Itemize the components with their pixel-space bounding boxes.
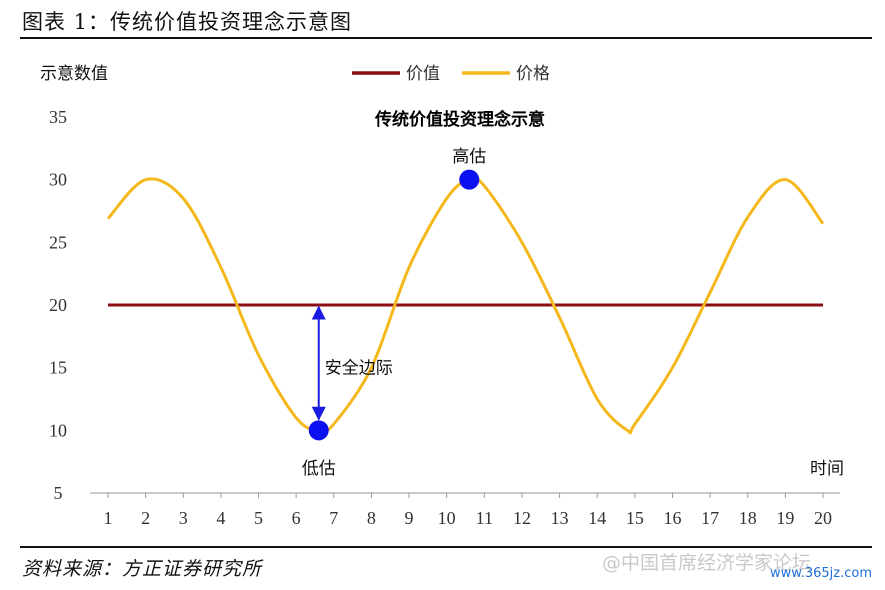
x-tick-label: 14 <box>588 508 606 528</box>
figure-title: 图表 1：传统价值投资理念示意图 <box>22 10 353 34</box>
x-axis-label: 时间 <box>810 459 844 479</box>
overvalued-marker <box>459 169 480 190</box>
bottom-rule <box>20 546 872 548</box>
x-tick-label: 20 <box>814 508 832 528</box>
x-tick-label: 13 <box>551 508 569 528</box>
y-tick-label: 15 <box>49 358 67 378</box>
legend-label-value: 价值 <box>406 64 440 84</box>
x-tick-label: 15 <box>626 508 644 528</box>
y-tick-label: 35 <box>49 107 67 127</box>
price-value-chart: 1 2 3 4 5 6 7 8 9 10 11 12 13 14 15 16 17 18 19 20510152025… <box>40 64 844 528</box>
watermark: @中国首席经济学家论坛 <box>602 552 812 574</box>
watermark-url: www.365jz.com <box>770 566 872 581</box>
legend-label-price: 价格 <box>516 64 550 84</box>
x-tick-label: 8 <box>367 508 376 528</box>
x-tick-label: 18 <box>739 508 757 528</box>
x-tick-label: 16 <box>663 508 681 528</box>
x-tick-label: 4 <box>216 508 225 528</box>
x-tick-label: 10 <box>438 508 456 528</box>
x-tick-label: 11 <box>476 508 493 528</box>
x-tick-label: 12 <box>513 508 531 528</box>
y-tick-label: 25 <box>49 232 67 252</box>
undervalued-label: 低估 <box>302 459 336 479</box>
top-rule <box>20 37 872 39</box>
x-tick-label: 2 <box>141 508 150 528</box>
y-tick-label: 20 <box>49 295 67 315</box>
source-note: 资料来源：方正证券研究所 <box>22 558 263 580</box>
y-tick-label: 10 <box>49 420 67 440</box>
x-tick-label: 17 <box>701 508 719 528</box>
overvalued-label: 高估 <box>452 147 486 167</box>
y-tick-label: 30 <box>49 170 67 190</box>
safety-margin-label: 安全边际 <box>325 359 393 379</box>
x-tick-label: 1 <box>104 508 113 528</box>
x-tick-label: 19 <box>776 508 794 528</box>
x-tick-label: 3 <box>179 508 188 528</box>
x-tick-label: 7 <box>329 508 338 528</box>
y-tick-label: 5 <box>54 483 63 503</box>
undervalued-marker <box>308 420 329 441</box>
x-tick-label: 5 <box>254 508 263 528</box>
x-tick-label: 9 <box>405 508 414 528</box>
y-axis-label: 示意数值 <box>40 64 108 84</box>
chart-title: 传统价值投资理念示意 <box>374 109 545 130</box>
x-tick-label: 6 <box>292 508 301 528</box>
